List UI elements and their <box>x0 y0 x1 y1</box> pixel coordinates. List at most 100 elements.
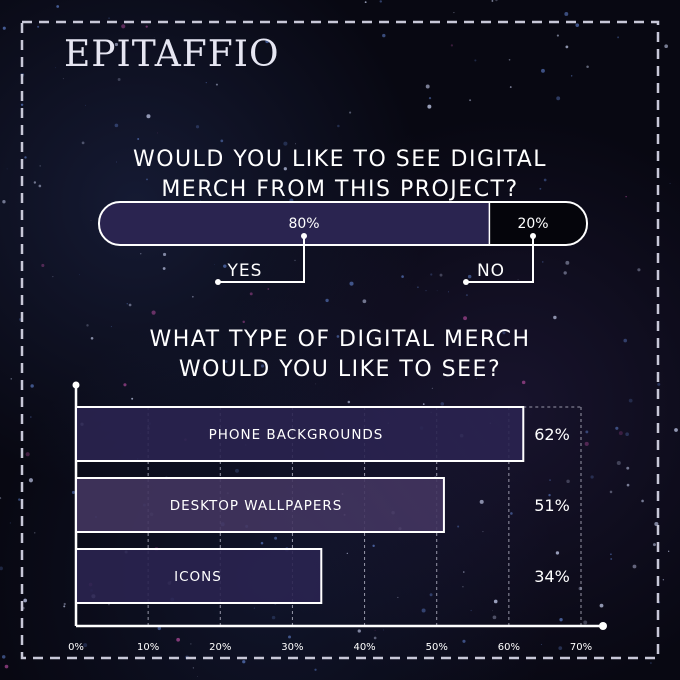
star <box>668 550 670 552</box>
star <box>436 290 438 292</box>
star <box>140 253 142 255</box>
star <box>565 45 569 49</box>
x-tick-label: 40% <box>353 642 375 653</box>
star <box>176 637 181 642</box>
star <box>617 36 620 39</box>
stacked-bar-outline <box>98 201 588 246</box>
star <box>145 25 148 28</box>
star <box>540 644 542 646</box>
x-tick-label: 30% <box>281 642 303 653</box>
star <box>492 615 497 620</box>
star <box>669 183 671 185</box>
star <box>542 261 544 263</box>
leader-dot <box>463 279 469 285</box>
star <box>425 84 430 89</box>
star <box>373 636 377 640</box>
x-tick-label: 20% <box>209 642 231 653</box>
leader-dot <box>530 233 536 239</box>
star <box>346 552 348 555</box>
bar-value-label: 34% <box>534 567 570 586</box>
star <box>662 579 665 581</box>
star <box>674 428 678 432</box>
star <box>379 0 382 3</box>
star <box>521 380 526 385</box>
star <box>364 1 367 4</box>
star <box>1 655 6 659</box>
star <box>372 544 375 548</box>
no-value-label: 20% <box>517 216 548 232</box>
star <box>609 490 613 494</box>
star <box>294 259 296 262</box>
star <box>126 303 128 305</box>
star <box>517 279 519 281</box>
star <box>0 497 2 500</box>
star <box>425 289 427 292</box>
star <box>108 17 110 19</box>
star <box>114 123 119 128</box>
star <box>288 635 292 639</box>
star <box>260 541 264 545</box>
star <box>214 264 215 266</box>
star <box>430 273 433 276</box>
star <box>114 42 119 47</box>
star <box>421 608 426 613</box>
dashed-border <box>20 20 660 660</box>
star <box>123 383 127 387</box>
star <box>374 630 376 632</box>
star <box>267 288 270 290</box>
star <box>108 604 110 606</box>
star <box>23 598 28 603</box>
star <box>462 639 466 643</box>
star <box>336 335 340 338</box>
star <box>585 430 589 434</box>
star <box>242 660 246 664</box>
star <box>151 310 156 315</box>
star <box>223 264 227 268</box>
question-2-line-1: WHAT TYPE OF DIGITAL MERCH <box>149 327 531 352</box>
star <box>637 268 641 272</box>
star <box>20 103 24 107</box>
star <box>479 499 484 504</box>
star <box>283 167 287 171</box>
star <box>453 12 455 14</box>
star <box>274 536 278 540</box>
star <box>146 114 151 119</box>
star <box>315 383 317 385</box>
star <box>146 178 148 181</box>
bar-value-label: 62% <box>534 425 570 444</box>
bar <box>75 477 445 533</box>
star <box>314 668 317 671</box>
star <box>440 402 445 406</box>
question-2-line-2: WOULD YOU LIKE TO SEE? <box>178 357 502 382</box>
question-1-line-2: MERCH FROM THIS PROJECT? <box>161 177 519 202</box>
star <box>10 378 13 380</box>
star <box>295 143 296 145</box>
x-tick-label: 0% <box>68 642 84 653</box>
star <box>450 44 454 47</box>
star <box>626 466 630 470</box>
leader-dot <box>215 279 221 285</box>
star <box>490 339 491 340</box>
star <box>543 178 547 182</box>
star <box>116 161 118 163</box>
star <box>357 629 361 633</box>
bar <box>75 406 525 462</box>
star <box>90 336 94 340</box>
star <box>628 398 633 403</box>
star <box>242 320 245 324</box>
star <box>41 263 45 268</box>
leader-dot <box>301 233 307 239</box>
bar-category-label: DESKTOP WALLPAPERS <box>170 498 343 514</box>
star <box>467 274 472 279</box>
star <box>325 298 329 303</box>
star <box>397 596 399 598</box>
star <box>618 431 623 436</box>
star <box>121 24 126 29</box>
star <box>30 384 34 388</box>
star <box>553 315 557 320</box>
star <box>37 25 40 28</box>
star <box>641 499 644 503</box>
star <box>465 294 468 297</box>
axis-end-dot <box>72 381 80 389</box>
